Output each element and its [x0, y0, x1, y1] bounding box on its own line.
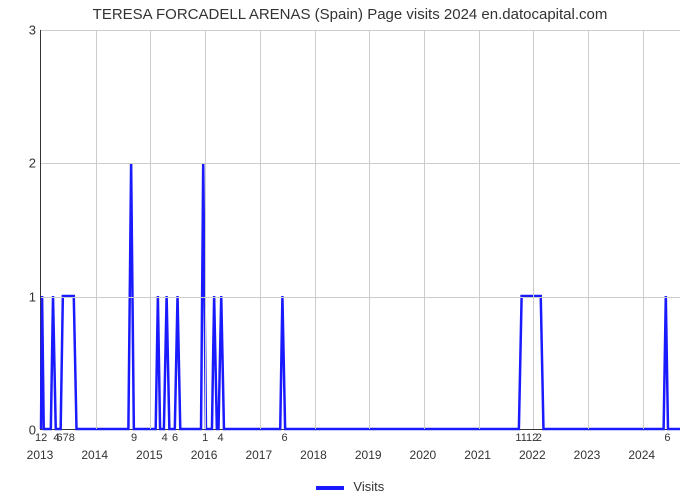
y-tick-label: 2 — [16, 156, 36, 171]
x-tick-label: 2024 — [628, 448, 655, 462]
gridline-v — [533, 30, 534, 429]
gridline-v — [643, 30, 644, 429]
gridline-v — [424, 30, 425, 429]
x-tick-label: 2013 — [27, 448, 54, 462]
gridline-h — [41, 163, 680, 164]
gridline-v — [96, 30, 97, 429]
plot-area — [40, 30, 680, 430]
line-series-layer — [41, 30, 680, 429]
x-tick-label: 2014 — [81, 448, 108, 462]
x-minor-label: 9 — [131, 432, 137, 444]
gridline-v — [479, 30, 480, 429]
gridline-v — [205, 30, 206, 429]
x-tick-label: 2016 — [191, 448, 218, 462]
x-tick-label: 2021 — [464, 448, 491, 462]
gridline-v — [588, 30, 589, 429]
x-tick-label: 2020 — [410, 448, 437, 462]
gridline-h — [41, 30, 680, 31]
x-tick-label: 2019 — [355, 448, 382, 462]
x-minor-label: 6 — [281, 432, 287, 444]
gridline-v — [260, 30, 261, 429]
x-minor-label: 4 — [162, 432, 168, 444]
x-minor-label: 1 — [202, 432, 208, 444]
y-tick-label: 3 — [16, 23, 36, 38]
chart-container: TERESA FORCADELL ARENAS (Spain) Page vis… — [0, 0, 700, 500]
y-tick-label: 0 — [16, 423, 36, 438]
gridline-v — [315, 30, 316, 429]
gridline-v — [369, 30, 370, 429]
x-tick-label: 2017 — [245, 448, 272, 462]
y-tick-label: 1 — [16, 289, 36, 304]
gridline-h — [41, 297, 680, 298]
legend: Visits — [0, 479, 700, 494]
legend-swatch — [316, 486, 344, 490]
gridline-v — [150, 30, 151, 429]
x-minor-label: 6 — [172, 432, 178, 444]
x-minor-label: 12 — [35, 432, 47, 444]
x-minor-label: 4 — [217, 432, 223, 444]
x-minor-label: 2 — [536, 432, 542, 444]
x-tick-label: 2023 — [574, 448, 601, 462]
x-tick-label: 2018 — [300, 448, 327, 462]
x-tick-label: 2015 — [136, 448, 163, 462]
legend-label: Visits — [353, 479, 384, 494]
chart-title: TERESA FORCADELL ARENAS (Spain) Page vis… — [0, 6, 700, 23]
x-tick-label: 2022 — [519, 448, 546, 462]
x-minor-label: 6 — [664, 432, 670, 444]
x-minor-label: 678 — [57, 432, 75, 444]
